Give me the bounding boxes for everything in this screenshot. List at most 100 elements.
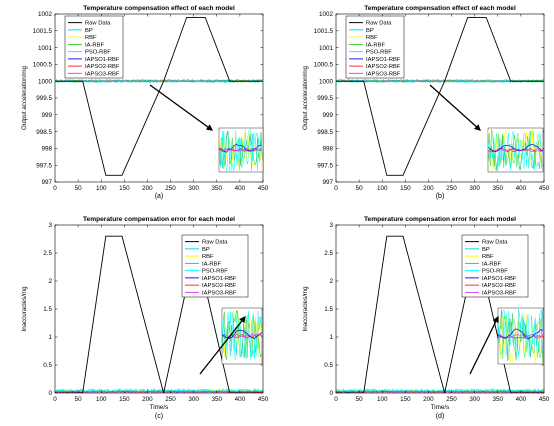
x-tick-label: 250 bbox=[165, 185, 176, 192]
legend-label: PSO-RBF bbox=[202, 269, 228, 275]
chart-title: Temperature compensation effect of each … bbox=[83, 5, 235, 12]
inset-series-bp bbox=[498, 309, 543, 363]
plot-lines bbox=[55, 16, 263, 176]
inset-series-iapso3-rbf bbox=[498, 333, 543, 339]
legend-label: RBF bbox=[85, 35, 97, 41]
zoom-arrow bbox=[469, 315, 499, 375]
y-tick-label: 998 bbox=[41, 146, 52, 153]
x-tick-label: 150 bbox=[119, 185, 130, 192]
legend-label: RBF bbox=[366, 35, 378, 41]
y-tick-label: 2.5 bbox=[43, 250, 52, 257]
x-tick-label: 50 bbox=[75, 185, 83, 192]
y-tick-label: 1.5 bbox=[43, 306, 52, 313]
y-axis-label: Output acceleration/mg bbox=[302, 65, 309, 130]
series-line-iapso3-rbf bbox=[55, 80, 263, 82]
panel-label: (c) bbox=[155, 413, 163, 420]
inset-series-rbf bbox=[488, 128, 543, 171]
x-tick-label: 150 bbox=[400, 185, 411, 192]
y-tick-label: 0.5 bbox=[324, 362, 333, 369]
y-tick-label: 997.5 bbox=[36, 162, 52, 169]
y-tick-label: 2 bbox=[48, 278, 52, 285]
x-tick-label: 200 bbox=[423, 185, 434, 192]
legend-label: PSO-RBF bbox=[366, 50, 392, 56]
chart-title: Temperature compensation error for each … bbox=[83, 216, 235, 223]
legend-label: Raw Data bbox=[482, 240, 508, 246]
y-tick-label: 3 bbox=[48, 222, 52, 229]
legend-label: BP bbox=[85, 28, 93, 34]
x-tick-label: 400 bbox=[235, 396, 246, 403]
inset-series-rbf bbox=[219, 128, 263, 172]
legend-label: IAPSO2-RBF bbox=[482, 283, 517, 289]
zoom-arrow bbox=[199, 315, 246, 375]
y-tick-label: 999.5 bbox=[317, 95, 333, 102]
x-tick-label: 300 bbox=[188, 185, 199, 192]
series-line-iapso3-rbf bbox=[336, 80, 544, 82]
y-tick-label: 998.5 bbox=[36, 129, 52, 136]
inset-series-pso-rbf bbox=[498, 310, 543, 359]
legend: Raw DataBPRBFIA-RBFPSO-RBFIAPSO1-RBFIAPS… bbox=[461, 234, 529, 298]
x-tick-label: 100 bbox=[96, 185, 107, 192]
legend-label: IAPSO1-RBF bbox=[202, 276, 237, 282]
y-tick-label: 997 bbox=[322, 179, 333, 186]
y-tick-label: 1001.5 bbox=[33, 28, 53, 35]
legend-label: BP bbox=[202, 247, 210, 253]
x-tick-label: 350 bbox=[493, 396, 504, 403]
x-tick-label: 450 bbox=[258, 396, 269, 403]
x-tick-label: 200 bbox=[142, 396, 153, 403]
inset-series-iapso1-rbf bbox=[219, 144, 262, 153]
zoom-inset bbox=[221, 307, 263, 365]
x-tick-label: 200 bbox=[142, 185, 153, 192]
x-tick-label: 50 bbox=[75, 396, 83, 403]
series-line-raw-data bbox=[55, 16, 263, 176]
y-tick-label: 997 bbox=[41, 179, 52, 186]
inset-lines bbox=[219, 128, 263, 172]
legend-label: IAPSO2-RBF bbox=[202, 283, 237, 289]
y-tick-label: 1000 bbox=[319, 78, 334, 85]
x-tick-label: 150 bbox=[119, 396, 130, 403]
x-tick-label: 350 bbox=[493, 185, 504, 192]
legend-label: BP bbox=[482, 247, 490, 253]
y-axis-label: Inaccuracies/mg bbox=[21, 286, 28, 332]
series-line-raw-data bbox=[55, 235, 263, 393]
series-line-iapso3-rbf bbox=[55, 390, 263, 393]
y-tick-label: 0.5 bbox=[43, 362, 52, 369]
legend-label: IA-RBF bbox=[202, 261, 221, 267]
y-tick-label: 998 bbox=[322, 146, 333, 153]
legend-box bbox=[345, 15, 405, 79]
legend-label: IAPSO1-RBF bbox=[366, 57, 401, 63]
legend-label: IAPSO2-RBF bbox=[85, 64, 120, 70]
legend-label: IAPSO3-RBF bbox=[85, 71, 120, 77]
legend-box bbox=[64, 15, 124, 79]
zoom-inset bbox=[497, 307, 544, 365]
x-axis-label: Time/s bbox=[150, 404, 169, 411]
y-tick-label: 1000.5 bbox=[314, 62, 334, 69]
plot-lines bbox=[55, 235, 263, 393]
y-tick-label: 999.5 bbox=[36, 95, 52, 102]
inset-series-rbf bbox=[498, 309, 543, 363]
inset-lines bbox=[498, 309, 543, 363]
zoom-inset bbox=[487, 127, 544, 173]
y-tick-label: 997.5 bbox=[317, 162, 333, 169]
x-tick-label: 250 bbox=[446, 185, 457, 192]
x-tick-label: 450 bbox=[258, 185, 269, 192]
y-axis-label: Output acceleration/mg bbox=[21, 65, 28, 130]
inset-series-ia-rbf bbox=[219, 131, 263, 170]
inset-series-pso-rbf bbox=[222, 310, 262, 361]
inset-series-pso-rbf bbox=[219, 128, 263, 172]
legend-label: BP bbox=[366, 28, 374, 34]
legend-label: IAPSO1-RBF bbox=[482, 276, 517, 282]
inset-series-bp bbox=[488, 132, 543, 171]
y-tick-label: 1001.5 bbox=[314, 28, 334, 35]
x-tick-label: 0 bbox=[334, 396, 338, 403]
y-tick-label: 1002 bbox=[319, 11, 334, 18]
legend-label: PSO-RBF bbox=[85, 50, 111, 56]
x-tick-label: 0 bbox=[53, 185, 57, 192]
x-tick-label: 300 bbox=[188, 396, 199, 403]
series-line-raw-data bbox=[336, 16, 544, 176]
legend-label: RBF bbox=[202, 254, 214, 260]
zoom-arrow bbox=[429, 84, 481, 131]
x-tick-label: 0 bbox=[53, 396, 57, 403]
x-tick-label: 400 bbox=[516, 396, 527, 403]
inset-series-iapso3-rbf bbox=[219, 147, 262, 153]
